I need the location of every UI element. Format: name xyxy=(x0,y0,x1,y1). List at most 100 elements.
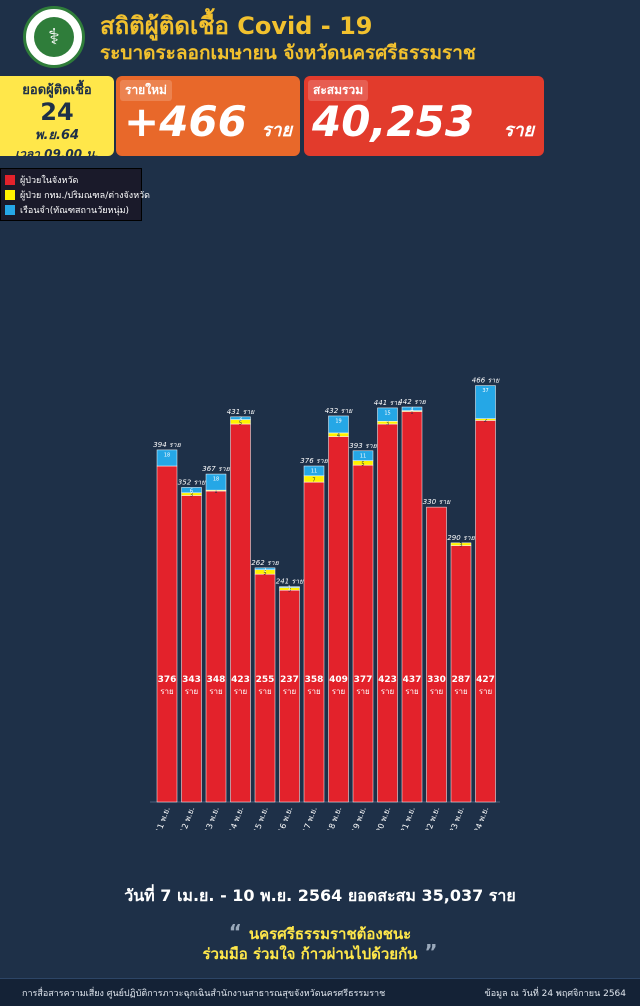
bar-value-label: 358 xyxy=(305,675,324,685)
slogan-line-2: ร่วมมือ ร่วมใจ ก้าวผ่านไปด้วยกัน ” xyxy=(0,940,640,966)
bar-total-label: 394 ราย xyxy=(153,441,181,449)
bar-value-label: 377 xyxy=(354,675,373,685)
close-quote-icon: ” xyxy=(417,940,438,964)
total-cases-unit: ราย xyxy=(503,120,534,141)
bar-value-label: 423 xyxy=(231,675,250,685)
bar-segment-prison xyxy=(401,406,423,411)
segment-label-prison: 3 xyxy=(239,417,242,423)
bar-total-label: 466 ราย xyxy=(472,377,500,385)
segment-label-outside: 3 xyxy=(386,421,389,427)
segment-label-prison: 11 xyxy=(311,469,317,475)
bar-segment-prison xyxy=(279,586,300,588)
bar-segment-local xyxy=(205,490,227,803)
bar-segment-prison xyxy=(230,416,251,420)
segment-label-outside: 5 xyxy=(239,420,242,426)
legend-label-prison: เรือนจำ(ทัณฑสถานวัยหนุ่ม) xyxy=(20,205,130,216)
bar-segment-local xyxy=(279,589,300,803)
slogan-line-1: “ นครศรีธรรมราชต้องชนะ xyxy=(0,920,640,946)
caduceus-icon: ⚕ xyxy=(34,17,74,57)
bar-segment-local xyxy=(181,495,202,803)
segment-label-prison: 1 xyxy=(288,586,291,592)
bar-segment-prison xyxy=(475,385,496,419)
x-tick-label: 12 พ.ย. xyxy=(178,806,196,830)
bar-segment-prison xyxy=(303,465,325,477)
bar-total-label: 431 ราย xyxy=(227,408,255,416)
bar-unit-label: ราย xyxy=(479,687,492,696)
bar-segment-local xyxy=(377,423,398,803)
bar-total-label: 376 ราย xyxy=(300,457,328,465)
segment-label-outside: 1 xyxy=(214,489,217,495)
bar-unit-label: ราย xyxy=(283,687,296,696)
segment-label-outside: 3 xyxy=(190,493,193,499)
bar-segment-local xyxy=(401,411,423,803)
bar-unit-label: ราย xyxy=(332,687,345,696)
date-time: เวลา 09.00 น. xyxy=(14,147,99,161)
footer-bar: การสื่อสารความเสี่ยง ศูนย์ปฏิบัติการภาวะ… xyxy=(0,978,640,1006)
slogan-text-1: นครศรีธรรมราชต้องชนะ xyxy=(248,925,412,943)
segment-label-prison: 2 xyxy=(263,567,266,573)
segment-label-outside: 2 xyxy=(484,418,487,424)
footer-data-date: ข้อมูล ณ วันที่ 24 พฤศจิกายน 2564 xyxy=(484,989,626,999)
legend-item-outside: ผู้ป่วย กทม./ปริมณฑล/ต่างจังหวัด xyxy=(5,187,150,202)
new-cases-box: รายใหม่ +466 ราย xyxy=(116,76,300,156)
segment-label-outside: 1 xyxy=(410,410,413,416)
ministry-logo: ⚕ xyxy=(23,6,85,68)
segment-label-outside: 7 xyxy=(312,477,315,483)
bar-unit-label: ราย xyxy=(430,687,443,696)
bar-unit-label: ราย xyxy=(234,687,247,696)
bar-value-label: 330 xyxy=(427,675,446,685)
x-tick-label: 18 พ.ย. xyxy=(325,806,343,830)
legend-label-outside: ผู้ป่วย กทม./ปริมณฑล/ต่างจังหวัด xyxy=(20,190,151,201)
bar-total-label: 393 ราย xyxy=(349,442,377,450)
header: ⚕ สถิติผู้ติดเชื้อ Covid - 19 ระบาดระลอก… xyxy=(0,0,640,72)
bar-segment-outside xyxy=(450,542,472,546)
bar-total-label: 432 ราย xyxy=(325,407,353,415)
segment-label-prison: 18 xyxy=(213,477,219,483)
segment-label-outside: 5 xyxy=(263,570,266,576)
segment-label-outside: 3 xyxy=(459,543,462,549)
bar-value-label: 237 xyxy=(280,675,299,685)
bar-segment-prison xyxy=(254,567,276,570)
bar-value-label: 287 xyxy=(452,675,471,685)
segment-label-prison: 15 xyxy=(384,410,390,416)
report-date-box: ยอดผู้ติดเชื้อ 24 พ.ย.64 เวลา 09.00 น. xyxy=(0,76,114,161)
bar-segment-local xyxy=(303,481,325,803)
bar-value-label: 437 xyxy=(403,675,422,685)
bar-segment-prison xyxy=(328,415,349,434)
bar-segment-local xyxy=(156,465,178,803)
total-cases-value: 40,253 xyxy=(312,97,475,146)
x-tick-label: 21 พ.ย. xyxy=(399,806,417,830)
bar-total-label: 241 ราย xyxy=(276,578,304,586)
bar-segment-local xyxy=(328,436,349,803)
bar-segment-local xyxy=(352,464,374,803)
bar-unit-label: ราย xyxy=(381,687,394,696)
x-tick-label: 22 พ.ย. xyxy=(423,806,441,830)
chart-legend: ผู้ป่วยในจังหวัด ผู้ป่วย กทม./ปริมณฑล/ต่… xyxy=(0,168,150,221)
segment-label-prison: 19 xyxy=(335,418,341,424)
x-tick-label: 19 พ.ย. xyxy=(350,806,368,830)
summary-text: วันที่ 7 เม.ย. - 10 พ.ย. 2564 ยอดสะสม 35… xyxy=(124,886,516,905)
bar-unit-label: ราย xyxy=(160,687,173,696)
segment-label-outside: 3 xyxy=(288,587,291,593)
legend-swatch-local xyxy=(5,174,15,185)
segment-label-outside: 4 xyxy=(337,433,340,439)
x-tick-label: 15 พ.ย. xyxy=(252,806,270,830)
x-tick-label: 11 พ.ย. xyxy=(154,806,172,830)
segment-label-prison: 6 xyxy=(190,489,193,495)
x-tick-label: 13 พ.ย. xyxy=(203,806,221,830)
bar-unit-label: ราย xyxy=(307,687,320,696)
segment-label-prison: 18 xyxy=(164,452,170,458)
bar-total-label: 442 ราย xyxy=(398,398,426,406)
bar-value-label: 348 xyxy=(207,675,226,685)
new-cases-tag: รายใหม่ xyxy=(120,80,172,101)
footer-credit: การสื่อสารความเสี่ยง ศูนย์ปฏิบัติการภาวะ… xyxy=(22,989,386,999)
x-tick-label: 17 พ.ย. xyxy=(301,806,319,830)
legend-item-local: ผู้ป่วยในจังหวัด xyxy=(5,172,137,187)
bar-segment-prison xyxy=(156,449,178,467)
bar-value-label: 343 xyxy=(182,675,201,685)
bar-unit-label: ราย xyxy=(356,687,369,696)
bar-unit-label: ราย xyxy=(405,687,418,696)
segment-label-prison: 11 xyxy=(360,453,366,459)
date-day: 24 xyxy=(40,98,74,126)
bar-segment-prison xyxy=(352,450,374,461)
